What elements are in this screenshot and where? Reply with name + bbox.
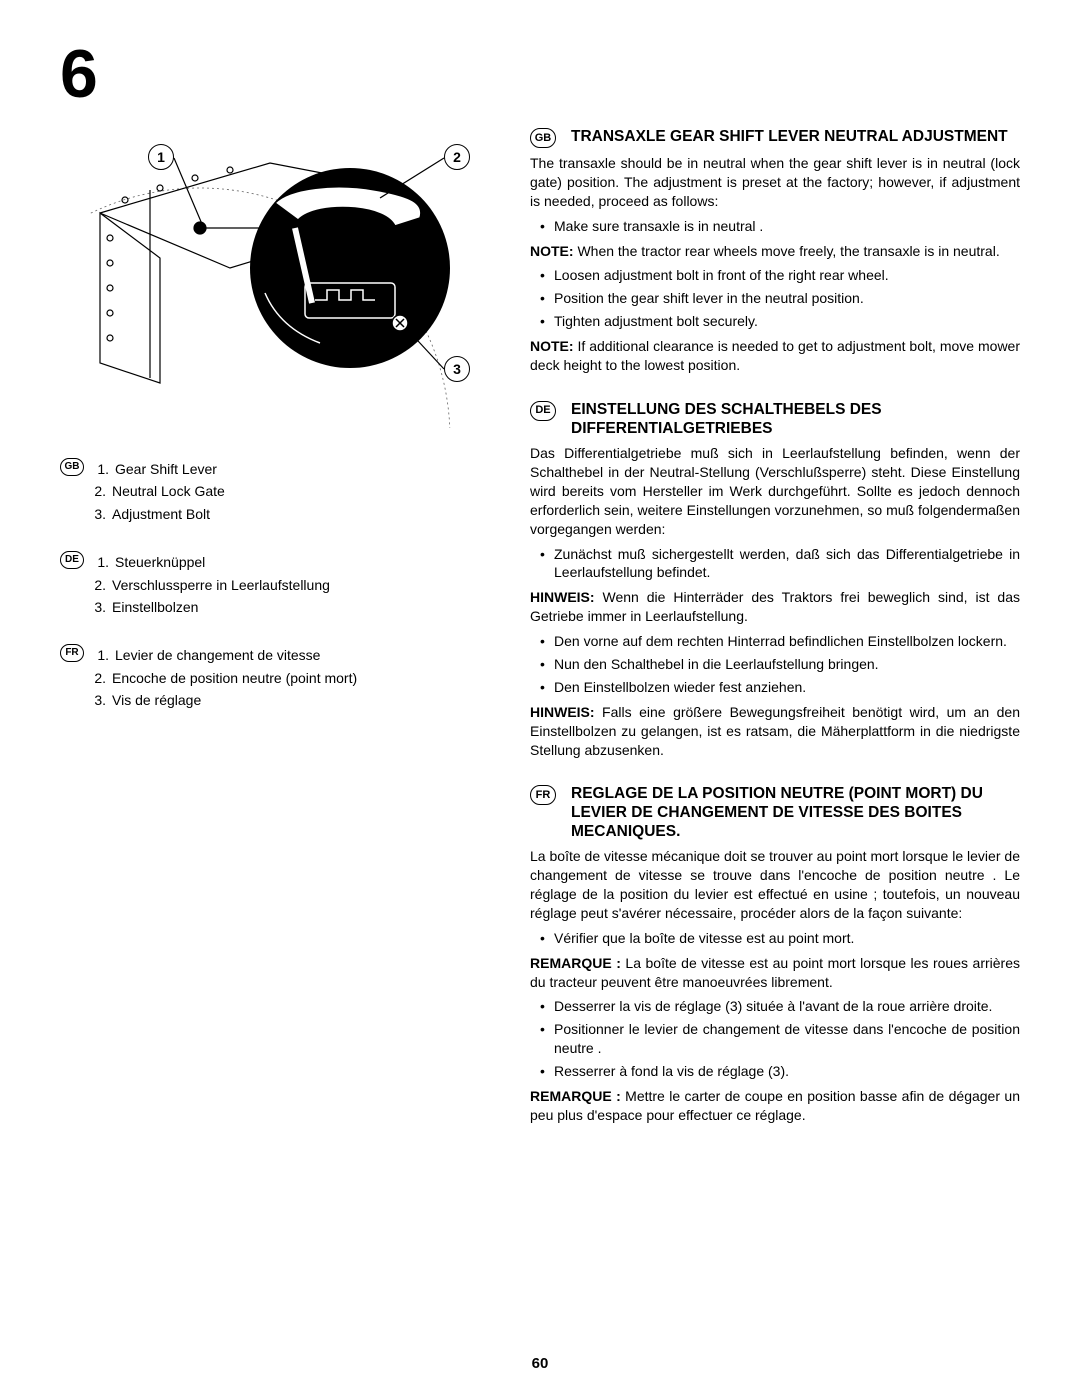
lang-badge: GB (60, 458, 84, 476)
section-title-text: REGLAGE DE LA POSITION NEUTRE (POINT MOR… (571, 785, 1020, 841)
bullet-item: Tighten adjustment bolt securely. (530, 312, 1020, 331)
legend-number: 1. (93, 644, 109, 666)
bullet-item: Position the gear shift lever in the neu… (530, 289, 1020, 308)
legend-group: DE 1. Steuerknüppel 2. Verschlussperre in Le… (60, 551, 500, 618)
section-title: FR REGLAGE DE LA POSITION NEUTRE (POINT M… (530, 785, 1020, 841)
legend-line: 3. Vis de réglage (60, 689, 500, 711)
section-block: GB TRANSAXLE GEAR SHIFT LEVER NEUTRAL ADJ… (530, 128, 1020, 375)
bullet-item: Positionner le levier de changement de v… (530, 1020, 1020, 1058)
note-text: Falls eine größere Bewegungsfreiheit ben… (530, 704, 1020, 758)
legend-text: Encoche de position neutre (point mort) (112, 667, 357, 689)
bullet-item: Loosen adjustment bolt in front of the r… (530, 266, 1020, 285)
section-block: FR REGLAGE DE LA POSITION NEUTRE (POINT M… (530, 785, 1020, 1124)
diagram-svg (90, 128, 470, 428)
legend-text: Adjustment Bolt (112, 503, 210, 525)
legend-line: 2. Encoche de position neutre (point mort… (60, 667, 500, 689)
note-label: HINWEIS: (530, 589, 595, 605)
callout-2: 2 (444, 144, 470, 170)
section-intro: La boîte de vitesse mécanique doit se tr… (530, 847, 1020, 923)
section-intro: Das Differentialgetriebe muß sich in Lee… (530, 444, 1020, 538)
section-title-text: EINSTELLUNG DES SCHALTHEBELS DES DIFFERE… (571, 401, 1020, 438)
note: NOTE: When the tractor rear wheels move … (530, 242, 1020, 261)
note: NOTE: If additional clearance is needed … (530, 337, 1020, 375)
legend-line: GB 1. Gear Shift Lever (60, 458, 500, 480)
legend-number: 2. (90, 480, 106, 502)
transaxle-diagram: 1 2 3 (90, 128, 470, 428)
legend-text: Gear Shift Lever (115, 458, 217, 480)
note-text: Wenn die Hinterräder des Traktors frei b… (530, 589, 1020, 624)
lang-badge: DE (530, 401, 556, 421)
left-column: 1 2 3 (60, 128, 500, 1151)
note-label: REMARQUE : (530, 1088, 621, 1104)
legend-number: 3. (90, 689, 106, 711)
legend-number: 1. (93, 458, 109, 480)
legend-line: 2. Verschlussperre in Leerlaufstellung (60, 574, 500, 596)
bullet-list: Make sure transaxle is in neutral . (530, 217, 1020, 236)
legend-number: 1. (93, 551, 109, 573)
legend-text: Neutral Lock Gate (112, 480, 225, 502)
bullet-list: Vérifier que la boîte de vitesse est au … (530, 929, 1020, 948)
bullet-list: Zunächst muß sichergestellt werden, daß … (530, 545, 1020, 583)
note-label: REMARQUE : (530, 955, 621, 971)
bullet-item: Desserrer la vis de réglage (3) située à… (530, 997, 1020, 1016)
note-label: NOTE: (530, 338, 574, 354)
note-text: If additional clearance is needed to get… (530, 338, 1020, 373)
section-title: DE EINSTELLUNG DES SCHALTHEBELS DES DIFFE… (530, 401, 1020, 438)
section-block: DE EINSTELLUNG DES SCHALTHEBELS DES DIFFE… (530, 401, 1020, 760)
right-column: GB TRANSAXLE GEAR SHIFT LEVER NEUTRAL ADJ… (530, 128, 1020, 1151)
page-number: 60 (0, 1355, 1080, 1372)
bullet-item: Nun den Schalthebel in die Leerlaufstell… (530, 655, 1020, 674)
bullet-list: Den vorne auf dem rechten Hinterrad befi… (530, 632, 1020, 697)
callout-3: 3 (444, 356, 470, 382)
section-intro: The transaxle should be in neutral when … (530, 154, 1020, 211)
note-label: HINWEIS: (530, 704, 595, 720)
chapter-number: 6 (60, 40, 1020, 108)
note: HINWEIS: Falls eine größere Bewegungsfre… (530, 703, 1020, 760)
legend-line: 3. Adjustment Bolt (60, 503, 500, 525)
legend-text: Verschlussperre in Leerlaufstellung (112, 574, 330, 596)
bullet-item: Make sure transaxle is in neutral . (530, 217, 1020, 236)
bullet-item: Vérifier que la boîte de vitesse est au … (530, 929, 1020, 948)
lang-badge: GB (530, 128, 556, 148)
legend-line: 3. Einstellbolzen (60, 596, 500, 618)
legend-text: Levier de changement de vitesse (115, 644, 320, 666)
note: REMARQUE : La boîte de vitesse est au po… (530, 954, 1020, 992)
legend-number: 3. (90, 596, 106, 618)
note-label: NOTE: (530, 243, 574, 259)
legend-line: 2. Neutral Lock Gate (60, 480, 500, 502)
note: REMARQUE : Mettre le carter de coupe en … (530, 1087, 1020, 1125)
bullet-list: Desserrer la vis de réglage (3) située à… (530, 997, 1020, 1081)
legend-text: Vis de réglage (112, 689, 201, 711)
section-title-text: TRANSAXLE GEAR SHIFT LEVER NEUTRAL ADJUS… (571, 128, 1020, 147)
legend-number: 2. (90, 574, 106, 596)
content-columns: 1 2 3 (60, 128, 1020, 1151)
legend-number: 3. (90, 503, 106, 525)
note-text: When the tractor rear wheels move freely… (574, 243, 1000, 259)
lang-badge: FR (60, 644, 84, 662)
bullet-item: Den Einstellbolzen wieder fest anziehen. (530, 678, 1020, 697)
legend-line: DE 1. Steuerknüppel (60, 551, 500, 573)
legend-text: Steuerknüppel (115, 551, 205, 573)
lang-badge: FR (530, 785, 556, 805)
note: HINWEIS: Wenn die Hinterräder des Trakto… (530, 588, 1020, 626)
bullet-item: Den vorne auf dem rechten Hinterrad befi… (530, 632, 1020, 651)
bullet-item: Resserrer à fond la vis de réglage (3). (530, 1062, 1020, 1081)
legend-group: GB1.Gear Shift Lever2.Neutral Lock Gate3… (60, 458, 500, 525)
lang-badge: DE (60, 551, 84, 569)
section-title: GB TRANSAXLE GEAR SHIFT LEVER NEUTRAL ADJ… (530, 128, 1020, 148)
legend-number: 2. (90, 667, 106, 689)
legend-group: FR 1. Levier de changement de vitesse 2. Enc… (60, 644, 500, 711)
callout-1: 1 (148, 144, 174, 170)
legend-text: Einstellbolzen (112, 596, 198, 618)
bullet-list: Loosen adjustment bolt in front of the r… (530, 266, 1020, 331)
bullet-item: Zunächst muß sichergestellt werden, daß … (530, 545, 1020, 583)
legends: GB1.Gear Shift Lever2.Neutral Lock Gate3… (60, 458, 500, 712)
legend-line: FR 1. Levier de changement de vitesse (60, 644, 500, 666)
